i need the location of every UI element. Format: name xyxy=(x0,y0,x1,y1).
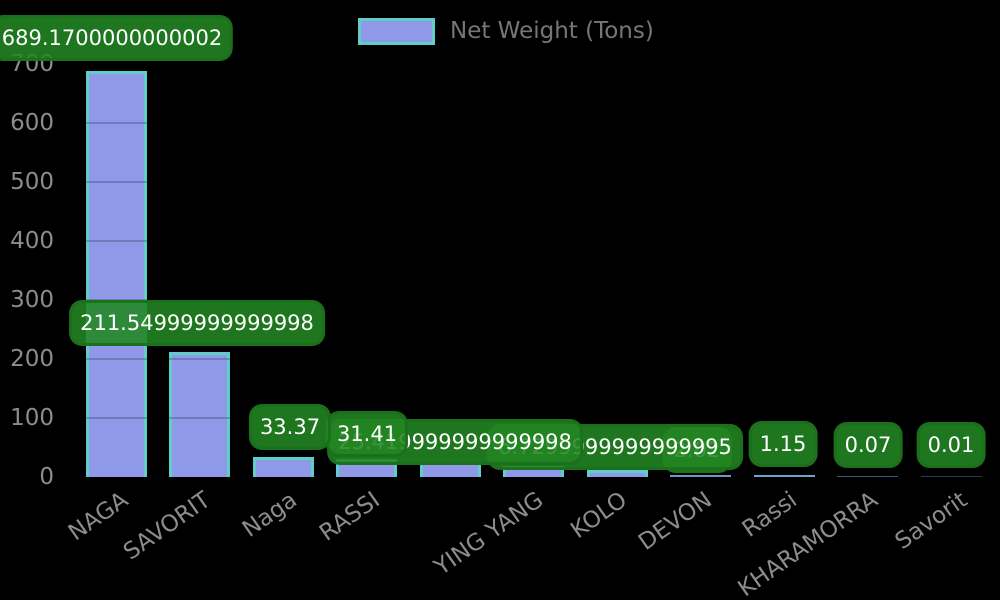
x-tick-label: YING YANG xyxy=(429,487,548,581)
bar xyxy=(252,457,314,477)
x-tick-label: NAGA xyxy=(63,487,133,547)
gridline xyxy=(60,63,995,65)
value-label: 33.37 xyxy=(248,404,332,450)
y-tick-label: 500 xyxy=(10,169,54,195)
x-tick-label: Savorit xyxy=(890,487,972,555)
y-tick-label: 600 xyxy=(10,110,54,136)
bar xyxy=(920,476,982,477)
value-label: 211.54999999999998 xyxy=(69,300,325,346)
value-label: 31.41 xyxy=(325,411,409,457)
bar xyxy=(586,470,648,477)
gridline xyxy=(60,299,995,301)
y-tick-label: 300 xyxy=(10,287,54,313)
legend-label: Net Weight (Tons) xyxy=(450,18,654,44)
gridline xyxy=(60,358,995,360)
x-tick-label: KOLO xyxy=(566,487,632,544)
bar xyxy=(753,474,815,477)
x-tick-label: RASSI xyxy=(315,487,385,547)
gridline xyxy=(60,181,995,183)
bar xyxy=(169,352,230,477)
y-tick-label: 400 xyxy=(10,228,54,254)
gridline xyxy=(60,417,995,419)
value-label: 689.1700000000002 xyxy=(0,15,234,61)
y-tick-label: 200 xyxy=(10,346,54,372)
x-tick-label: SAVORIT xyxy=(119,487,216,566)
y-tick-label: 100 xyxy=(10,405,54,431)
legend: Net Weight (Tons) xyxy=(358,16,654,46)
value-label: 0.01 xyxy=(916,422,986,468)
x-tick-label: Naga xyxy=(237,487,302,543)
x-tick-label: KHARAMORRA xyxy=(733,487,883,600)
x-tick-label: DEVON xyxy=(634,487,717,556)
legend-swatch xyxy=(358,17,435,45)
bar xyxy=(670,474,731,477)
y-tick-label: 0 xyxy=(39,464,54,490)
value-label: 0.07 xyxy=(833,422,903,468)
gridline xyxy=(60,122,995,124)
x-tick-label: Rassi xyxy=(737,487,802,543)
gridline xyxy=(60,240,995,242)
value-label: 1.15 xyxy=(748,421,818,467)
bar xyxy=(837,475,898,477)
bar xyxy=(85,71,147,477)
